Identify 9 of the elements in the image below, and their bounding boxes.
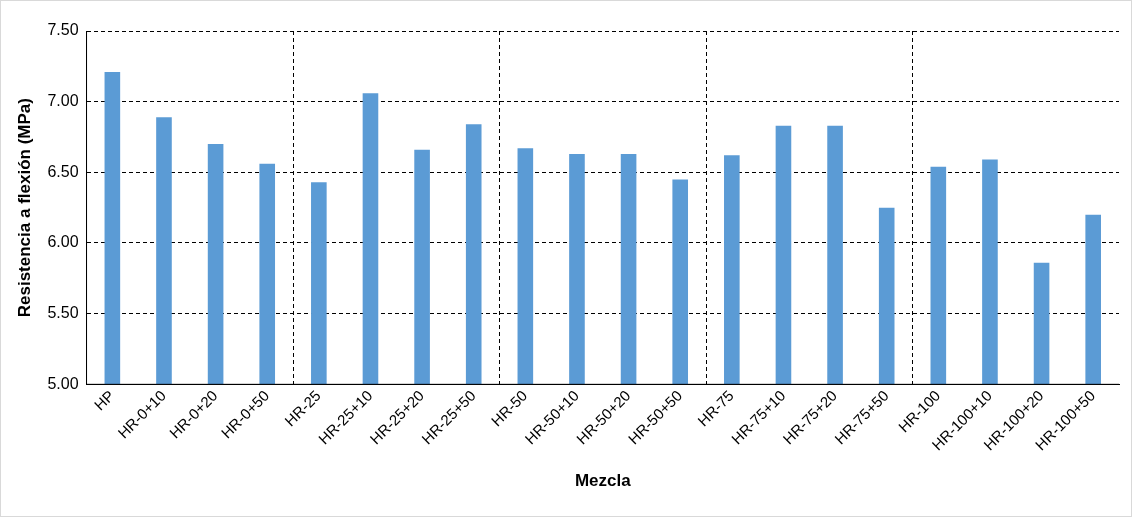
y-tick-label: 5.50 (47, 304, 79, 322)
y-axis-title: Resistencia a flexión (MPa) (14, 98, 34, 318)
y-tick-label: 7.00 (47, 92, 79, 110)
y-tick-label: 6.50 (47, 162, 79, 180)
x-axis-title: Mezcla (574, 471, 632, 491)
x-tick-label: HP (90, 386, 118, 414)
y-tick-label: 7.50 (47, 21, 79, 39)
y-tick-label: 6.00 (47, 233, 79, 251)
y-tick-label: 5.00 (47, 374, 79, 392)
